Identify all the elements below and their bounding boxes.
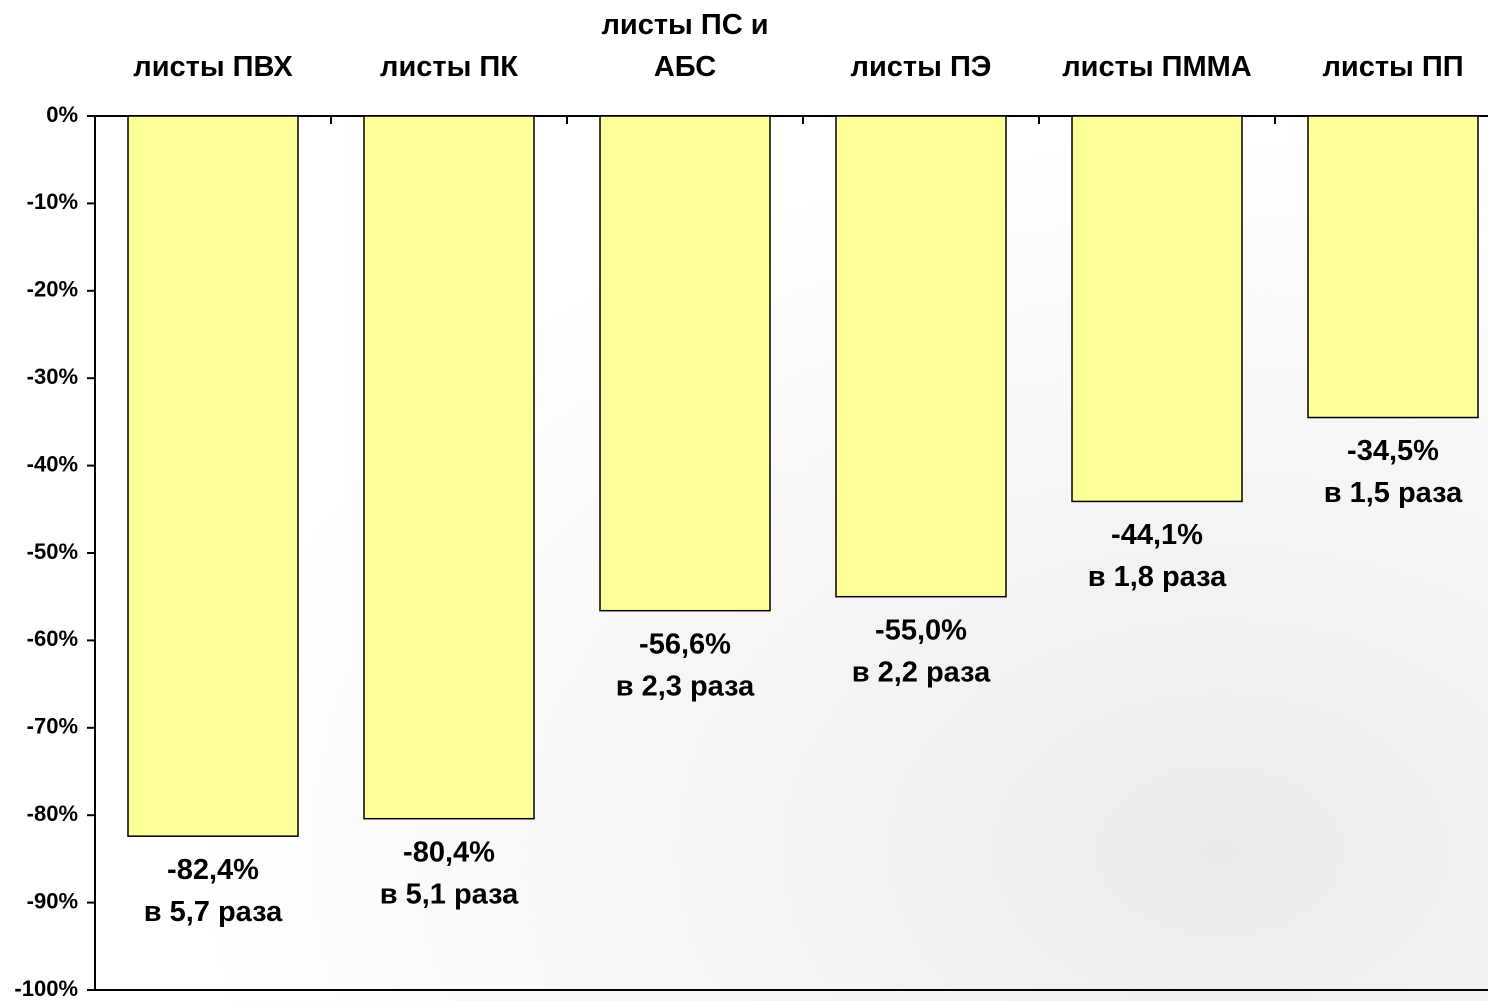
value-label: -82,4%	[167, 854, 259, 886]
value-label: -80,4%	[403, 836, 495, 868]
annotation: в 1,5 раза	[1324, 477, 1463, 509]
y-tick-label: 0%	[46, 102, 78, 127]
bar	[599, 115, 771, 612]
annotation: в 5,7 раза	[144, 896, 283, 928]
value-label: -55,0%	[875, 614, 967, 646]
bar	[1307, 115, 1479, 419]
y-tick-label: -50%	[27, 539, 78, 564]
annotation: в 2,3 раза	[616, 670, 755, 702]
category-label: листы ПВХ	[133, 51, 293, 83]
y-tick-label: -80%	[27, 801, 78, 826]
value-label: -44,1%	[1111, 519, 1203, 551]
bar	[363, 115, 535, 820]
category-label: листы ПЭ	[850, 51, 992, 83]
y-tick-label: -10%	[27, 189, 78, 214]
y-tick-label: -30%	[27, 364, 78, 389]
value-label: -34,5%	[1347, 435, 1439, 467]
annotation: в 5,1 раза	[380, 878, 519, 910]
annotation: в 2,2 раза	[852, 656, 991, 688]
category-label: листы ПП	[1322, 51, 1464, 83]
y-tick-label: -20%	[27, 277, 78, 302]
y-tick-label: -100%	[14, 976, 78, 1001]
y-tick-label: -60%	[27, 626, 78, 651]
category-label: листы ПС и АБС	[601, 9, 769, 83]
bar	[1071, 115, 1243, 503]
annotation: в 1,8 раза	[1088, 561, 1227, 593]
y-tick-label: -70%	[27, 714, 78, 739]
value-label: -56,6%	[639, 628, 731, 660]
category-label: листы ПК	[380, 51, 518, 83]
bar	[835, 115, 1007, 598]
bar	[127, 115, 299, 837]
category-label: листы ПММА	[1062, 51, 1252, 83]
y-tick-label: -40%	[27, 451, 78, 476]
y-tick-label: -90%	[27, 888, 78, 913]
